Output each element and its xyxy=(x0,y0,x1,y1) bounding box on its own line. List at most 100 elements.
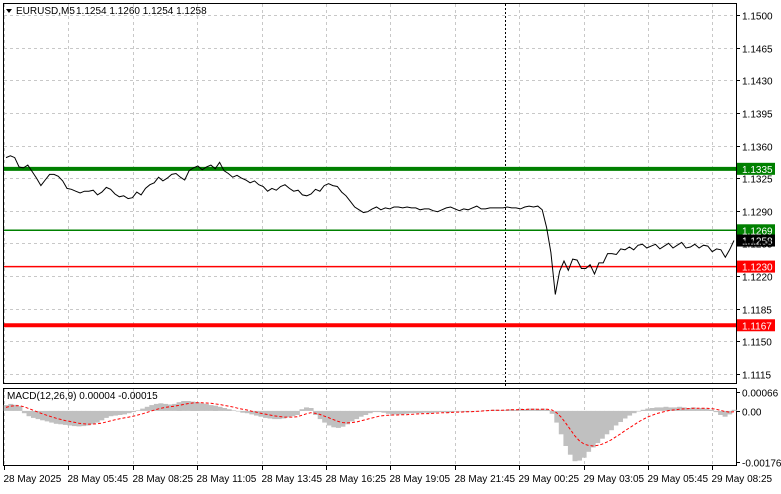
macd-bar xyxy=(254,411,259,416)
x-tick-label: 29 May 08:25 xyxy=(712,474,773,485)
y-tick-label: 1.1325 xyxy=(742,175,773,186)
macd-bar xyxy=(632,411,637,413)
chart-header: EURUSD,M5 1.1254 1.1260 1.1254 1.1258 xyxy=(6,6,207,17)
macd-bar xyxy=(550,411,555,414)
macd-bar xyxy=(136,410,141,411)
macd-bar xyxy=(436,411,441,412)
macd-bar xyxy=(609,411,614,430)
ohlc-label: 1.1254 1.1260 1.1254 1.1258 xyxy=(76,6,207,17)
macd-bar xyxy=(654,407,659,411)
macd-bar xyxy=(72,411,77,426)
macd-bar xyxy=(177,402,182,411)
x-tick-label: 28 May 16:25 xyxy=(326,474,387,485)
macd-bar xyxy=(45,411,50,422)
macd-bar xyxy=(295,411,300,415)
y-tick-label: 1.1290 xyxy=(742,208,773,219)
macd-bar xyxy=(563,411,568,446)
macd-bar xyxy=(586,411,591,452)
macd-bar xyxy=(604,411,609,434)
macd-bar xyxy=(559,411,564,434)
macd-bar xyxy=(40,411,45,420)
macd-bar xyxy=(340,411,345,427)
macd-bar xyxy=(218,407,223,411)
macd-bar xyxy=(140,409,145,411)
macd-bar xyxy=(409,411,414,413)
macd-bar xyxy=(131,411,136,412)
macd-bar xyxy=(381,411,386,413)
macd-bar xyxy=(441,411,446,412)
macd-bar xyxy=(104,411,109,418)
level-label: 1.1167 xyxy=(742,321,772,332)
y-tick-label: 1.1465 xyxy=(742,45,773,56)
macd-bar xyxy=(354,411,359,419)
x-tick-label: 29 May 00:25 xyxy=(519,474,580,485)
y-tick-label: 1.1185 xyxy=(742,306,772,317)
macd-bar xyxy=(31,411,36,418)
x-tick-label: 29 May 03:05 xyxy=(584,474,645,485)
macd-bar xyxy=(386,411,391,414)
symbol-label: EURUSD,M5 xyxy=(16,6,75,17)
x-tick-label: 28 May 2025 xyxy=(4,474,62,485)
macd-bar xyxy=(422,411,427,413)
macd-bar xyxy=(245,411,250,413)
macd-bar xyxy=(204,404,209,411)
macd-bar xyxy=(395,411,400,415)
macd-bar xyxy=(172,404,177,411)
macd-bar xyxy=(427,411,432,413)
y-tick-label: 1.1430 xyxy=(742,77,773,88)
macd-bar xyxy=(277,411,282,419)
x-tick-label: 29 May 05:45 xyxy=(648,474,709,485)
macd-bar xyxy=(577,411,582,461)
x-tick-label: 28 May 11:05 xyxy=(197,474,257,485)
x-tick-label: 28 May 21:45 xyxy=(455,474,516,485)
macd-bar xyxy=(350,411,355,422)
macd-bar xyxy=(595,411,600,443)
macd-bar xyxy=(63,411,68,425)
macd-bar xyxy=(709,410,714,411)
macd-bar xyxy=(168,405,173,411)
macd-bar xyxy=(627,411,632,416)
macd-bar xyxy=(459,411,464,412)
macd-bar xyxy=(17,406,22,411)
macd-bar xyxy=(718,411,723,415)
macd-label: MACD(12,26,9) 0.00004 -0.00015 xyxy=(7,391,158,402)
macd-bar xyxy=(645,409,650,411)
macd-bar xyxy=(272,411,277,419)
macd-bar xyxy=(213,406,218,411)
macd-bar xyxy=(199,403,204,411)
macd-bar xyxy=(659,407,664,411)
macd-y-tick-label: 0.00 xyxy=(742,408,762,419)
macd-bar xyxy=(591,411,596,448)
y-tick-label: 1.1360 xyxy=(742,143,773,154)
macd-bar xyxy=(714,411,719,412)
x-tick-label: 28 May 05:45 xyxy=(68,474,129,485)
y-tick-label: 1.1150 xyxy=(742,338,772,349)
macd-bar xyxy=(36,411,41,419)
y-tick-label: 1.1500 xyxy=(742,12,773,23)
macd-bar xyxy=(113,411,118,416)
macd-bar xyxy=(209,405,214,411)
macd-bar xyxy=(413,411,418,413)
macd-bar xyxy=(641,410,646,411)
macd-bar xyxy=(304,407,309,411)
macd-bar xyxy=(222,408,227,411)
macd-bar xyxy=(227,409,232,411)
macd-bar xyxy=(86,411,91,426)
macd-bar xyxy=(240,411,245,413)
macd-bar xyxy=(118,411,123,415)
macd-bar xyxy=(545,410,550,411)
macd-panel[interactable]: 0.00066 0.00 -0.00176 MACD(12,26,9) 0.0000… xyxy=(4,389,781,470)
macd-bar xyxy=(286,411,291,417)
macd-y-tick-label: 0.00066 xyxy=(742,389,779,400)
x-tick-label: 28 May 19:05 xyxy=(390,474,451,485)
macd-bar xyxy=(108,411,113,416)
macd-bar xyxy=(127,411,132,413)
macd-y-tick-label: -0.00176 xyxy=(742,459,781,470)
macd-bar xyxy=(704,409,709,411)
macd-bar xyxy=(22,411,27,413)
x-tick-label: 28 May 13:45 xyxy=(262,474,323,485)
macd-bar xyxy=(400,411,405,415)
macd-axis[interactable]: 0.00066 0.00 -0.00176 xyxy=(736,389,781,470)
